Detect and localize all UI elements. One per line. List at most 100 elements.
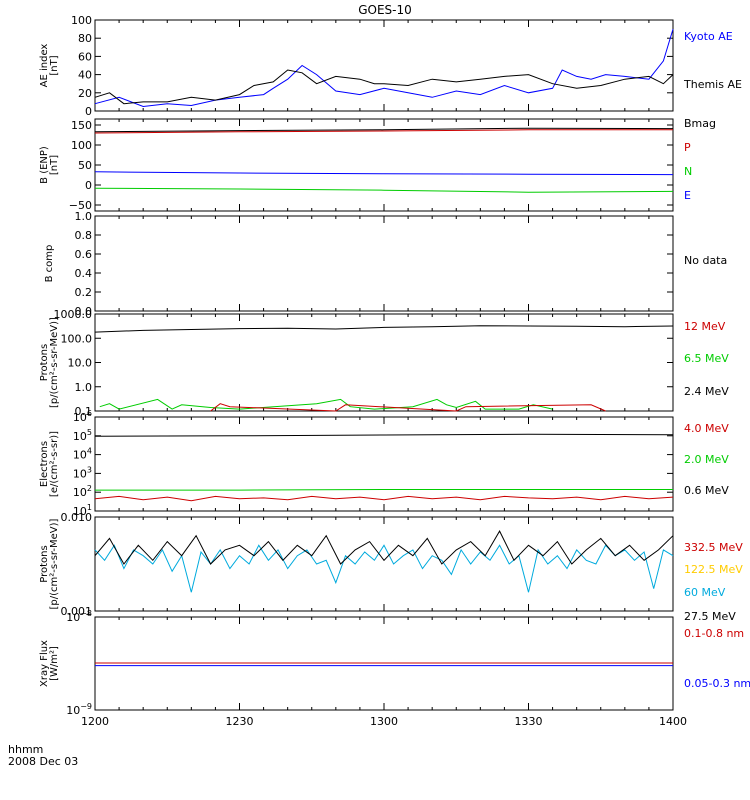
y-tick-label: −50: [69, 199, 92, 212]
y-tick-label: 105: [73, 428, 92, 443]
panel-frame: [94, 19, 674, 112]
legend-entry: 122.5 MeV: [684, 563, 743, 576]
y-tick-label: 10.0: [68, 357, 93, 370]
y-axis-label: [e/(cm²-s-sr)]: [49, 431, 60, 497]
y-axis-label: [W/m²]: [49, 646, 60, 681]
series-0-6-mev: [94, 433, 674, 437]
series-2-0-mev: [95, 489, 673, 491]
legend-entry: 0.6 MeV: [684, 484, 729, 497]
legend-entry: 27.5 MeV: [684, 610, 736, 623]
y-tick-label: 0.0: [75, 305, 93, 318]
y-tick-label: 104: [73, 447, 92, 462]
x-tick-label: 1300: [370, 715, 398, 728]
panel-frame: [94, 313, 674, 412]
legend-entry: Kyoto AE: [684, 30, 733, 43]
legend-entry: 0.05-0.3 nm: [684, 677, 750, 690]
legend-entry: 0.1-0.8 nm: [684, 627, 744, 640]
legend-entry: P: [684, 141, 691, 154]
legend-entry: 60 MeV: [684, 586, 726, 599]
y-tick-label: 150: [71, 119, 92, 132]
y-tick-label: 50: [78, 159, 92, 172]
series-27-5-mev: [94, 530, 674, 565]
y-tick-label: 0: [85, 105, 92, 118]
series-12-mev: [210, 403, 606, 412]
x-tick-label: 1200: [81, 715, 109, 728]
x-tick-label: 1400: [659, 715, 687, 728]
y-tick-label: 60: [78, 50, 92, 63]
y-tick-label: 0.4: [75, 267, 93, 280]
series-4-0-mev: [94, 495, 674, 502]
y-axis-label: [nT]: [49, 55, 60, 75]
panel-frame: [94, 416, 674, 512]
series-2-4-mev: [94, 325, 674, 333]
panel-frame: [94, 118, 674, 212]
series-60-mev: [94, 544, 674, 593]
y-tick-label: 10−8: [66, 609, 92, 624]
y-tick-label: 0.001: [61, 605, 93, 618]
y-axis-label: [p/(cm²-s-sr-MeV)]: [49, 317, 60, 408]
series-bmag: [94, 127, 674, 133]
series-n: [94, 187, 674, 193]
x-axis: 1200 1230 1300 1330 1400: [81, 715, 687, 728]
panel-6: 0.001 0.010 Protons [p/(cm²-s-sr-MeV)] 332.5…: [39, 511, 743, 623]
y-tick-label: 20: [78, 87, 92, 100]
y-tick-label: 100.0: [61, 332, 93, 345]
y-tick-label: 102: [73, 484, 92, 499]
x-tick-label: 1330: [515, 715, 543, 728]
y-tick-label: 40: [78, 69, 92, 82]
legend-entry: Bmag: [684, 117, 716, 130]
x-tick-label: 1230: [226, 715, 254, 728]
y-tick-label: 1.0: [75, 210, 93, 223]
y-tick-label: 0.1: [75, 405, 93, 418]
panel-frame: [94, 215, 674, 312]
y-tick-label: 0.6: [75, 248, 93, 261]
y-tick-label: 0: [85, 179, 92, 192]
y-tick-label: 0.2: [75, 286, 93, 299]
y-tick-label: 103: [73, 465, 92, 480]
y-tick-label: 1.0: [75, 381, 93, 394]
legend-entry: 2.0 MeV: [684, 453, 729, 466]
legend-entry: 2.4 MeV: [684, 385, 729, 398]
legend-entry: 4.0 MeV: [684, 422, 729, 435]
y-axis-label: Xray Flux: [39, 640, 50, 687]
legend-entry: No data: [684, 254, 727, 267]
legend-entry: 6.5 MeV: [684, 352, 729, 365]
y-tick-label: 100: [71, 139, 92, 152]
series-6-5-mev: [99, 398, 553, 410]
series-kyoto-ae: [94, 28, 674, 108]
footer-time-label: hhmm: [8, 743, 43, 756]
panel-4: 0.1 1.0 10.0 100.0 1000.0 Protons [p/(cm²-s-sr…: [39, 308, 729, 418]
legend-entry: N: [684, 165, 692, 178]
chart-title: GOES-10: [358, 3, 412, 17]
y-axis-label: Electrons: [39, 441, 50, 487]
y-axis-label: [p/(cm²-s-sr-MeV)]: [49, 518, 60, 609]
y-tick-label: 80: [78, 32, 92, 45]
y-axis-label: B (ENP): [39, 146, 50, 184]
panel-3: 0.0 0.2 0.4 0.6 0.8 1.0 B comp No data: [44, 210, 727, 318]
series-themis-ae: [94, 69, 674, 105]
y-axis-label: Protons: [39, 344, 50, 381]
series-e: [94, 171, 674, 176]
series-p: [94, 129, 673, 134]
y-tick-label: 106: [73, 409, 92, 424]
footer-date-label: 2008 Dec 03: [8, 755, 78, 768]
legend-entry: Themis AE: [683, 78, 742, 91]
panel-frame: [94, 516, 674, 612]
panel-1: 0 20 40 60 80 100 AE index [nT] Kyoto AE Themis A…: [39, 14, 742, 118]
y-axis-label: AE index: [39, 44, 50, 88]
legend-entry: E: [684, 189, 691, 202]
y-tick-label: 0.010: [61, 511, 93, 524]
panel-2: −50 0 50 100 150 B (ENP) [nT] Bmag PNE: [39, 117, 716, 212]
y-axis-label: Protons: [39, 545, 50, 582]
y-axis-label: B comp: [44, 245, 55, 283]
y-tick-label: 0.8: [75, 229, 93, 242]
y-tick-label: 1000.0: [54, 308, 93, 321]
legend-entry: 332.5 MeV: [684, 541, 743, 554]
y-tick-label: 100: [71, 14, 92, 27]
legend-entry: 12 MeV: [684, 320, 726, 333]
y-axis-label: [nT]: [49, 155, 60, 175]
